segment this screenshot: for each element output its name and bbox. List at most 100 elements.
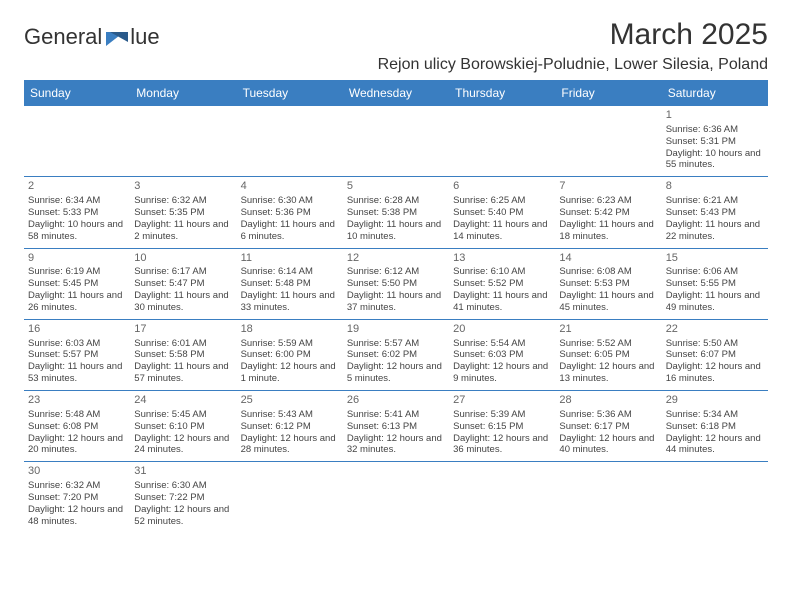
day-number: 23 [28,394,126,408]
day-number: 4 [241,180,339,194]
daylight-text: Daylight: 11 hours and 33 minutes. [241,290,339,314]
daylight-text: Daylight: 12 hours and 28 minutes. [241,433,339,457]
sunset-text: Sunset: 6:05 PM [559,349,657,361]
sunset-text: Sunset: 6:17 PM [559,421,657,433]
day-cell: 20Sunrise: 5:54 AMSunset: 6:03 PMDayligh… [449,319,555,390]
sunset-text: Sunset: 5:47 PM [134,278,232,290]
location-subtitle: Rejon ulicy Borowskiej-Poludnie, Lower S… [378,56,768,74]
sunrise-text: Sunrise: 5:48 AM [28,409,126,421]
day-cell: 16Sunrise: 6:03 AMSunset: 5:57 PMDayligh… [24,319,130,390]
day-cell: 15Sunrise: 6:06 AMSunset: 5:55 PMDayligh… [662,248,768,319]
sunrise-text: Sunrise: 6:12 AM [347,266,445,278]
sunset-text: Sunset: 5:43 PM [666,207,764,219]
sunrise-text: Sunrise: 6:21 AM [666,195,764,207]
day-number: 9 [28,252,126,266]
empty-cell [343,462,449,533]
daylight-text: Daylight: 12 hours and 32 minutes. [347,433,445,457]
day-number: 8 [666,180,764,194]
sunset-text: Sunset: 6:10 PM [134,421,232,433]
calendar-row: 1Sunrise: 6:36 AMSunset: 5:31 PMDaylight… [24,106,768,177]
daylight-text: Daylight: 11 hours and 49 minutes. [666,290,764,314]
daylight-text: Daylight: 11 hours and 14 minutes. [453,219,551,243]
day-number: 28 [559,394,657,408]
sunrise-text: Sunrise: 6:34 AM [28,195,126,207]
day-cell: 27Sunrise: 5:39 AMSunset: 6:15 PMDayligh… [449,391,555,462]
empty-cell [343,106,449,177]
sunrise-text: Sunrise: 5:54 AM [453,338,551,350]
sunrise-text: Sunrise: 6:03 AM [28,338,126,350]
sunrise-text: Sunrise: 5:41 AM [347,409,445,421]
weekday-header-row: Sunday Monday Tuesday Wednesday Thursday… [24,80,768,106]
sunset-text: Sunset: 5:40 PM [453,207,551,219]
calendar-row: 2Sunrise: 6:34 AMSunset: 5:33 PMDaylight… [24,177,768,248]
daylight-text: Daylight: 11 hours and 45 minutes. [559,290,657,314]
col-tuesday: Tuesday [237,80,343,106]
sunrise-text: Sunrise: 6:10 AM [453,266,551,278]
day-cell: 13Sunrise: 6:10 AMSunset: 5:52 PMDayligh… [449,248,555,319]
day-number: 30 [28,465,126,479]
day-cell: 14Sunrise: 6:08 AMSunset: 5:53 PMDayligh… [555,248,661,319]
sunrise-text: Sunrise: 6:30 AM [241,195,339,207]
sunset-text: Sunset: 5:48 PM [241,278,339,290]
day-cell: 24Sunrise: 5:45 AMSunset: 6:10 PMDayligh… [130,391,236,462]
empty-cell [449,462,555,533]
day-number: 12 [347,252,445,266]
sunrise-text: Sunrise: 6:36 AM [666,124,764,136]
sunrise-text: Sunrise: 6:14 AM [241,266,339,278]
col-friday: Friday [555,80,661,106]
day-number: 26 [347,394,445,408]
sunrise-text: Sunrise: 6:17 AM [134,266,232,278]
sunrise-text: Sunrise: 6:08 AM [559,266,657,278]
col-thursday: Thursday [449,80,555,106]
calendar-row: 23Sunrise: 5:48 AMSunset: 6:08 PMDayligh… [24,391,768,462]
month-title: March 2025 [378,18,768,52]
sunrise-text: Sunrise: 6:01 AM [134,338,232,350]
daylight-text: Daylight: 12 hours and 36 minutes. [453,433,551,457]
day-cell: 3Sunrise: 6:32 AMSunset: 5:35 PMDaylight… [130,177,236,248]
day-number: 7 [559,180,657,194]
sunrise-text: Sunrise: 6:30 AM [134,480,232,492]
day-cell: 11Sunrise: 6:14 AMSunset: 5:48 PMDayligh… [237,248,343,319]
empty-cell [24,106,130,177]
sunset-text: Sunset: 7:20 PM [28,492,126,504]
day-cell: 7Sunrise: 6:23 AMSunset: 5:42 PMDaylight… [555,177,661,248]
empty-cell [130,106,236,177]
day-number: 10 [134,252,232,266]
day-number: 14 [559,252,657,266]
day-cell: 9Sunrise: 6:19 AMSunset: 5:45 PMDaylight… [24,248,130,319]
daylight-text: Daylight: 10 hours and 58 minutes. [28,219,126,243]
sunset-text: Sunset: 5:57 PM [28,349,126,361]
day-number: 29 [666,394,764,408]
sunset-text: Sunset: 6:00 PM [241,349,339,361]
col-wednesday: Wednesday [343,80,449,106]
sunrise-text: Sunrise: 5:57 AM [347,338,445,350]
calendar-row: 9Sunrise: 6:19 AMSunset: 5:45 PMDaylight… [24,248,768,319]
sunset-text: Sunset: 5:35 PM [134,207,232,219]
day-number: 2 [28,180,126,194]
day-cell: 28Sunrise: 5:36 AMSunset: 6:17 PMDayligh… [555,391,661,462]
day-number: 13 [453,252,551,266]
sunrise-text: Sunrise: 6:32 AM [134,195,232,207]
sunset-text: Sunset: 5:58 PM [134,349,232,361]
daylight-text: Daylight: 12 hours and 44 minutes. [666,433,764,457]
calendar-table: Sunday Monday Tuesday Wednesday Thursday… [24,80,768,533]
daylight-text: Daylight: 11 hours and 26 minutes. [28,290,126,314]
sunset-text: Sunset: 5:42 PM [559,207,657,219]
daylight-text: Daylight: 12 hours and 1 minute. [241,361,339,385]
logo: Generallue [24,18,160,50]
day-number: 31 [134,465,232,479]
sunset-text: Sunset: 5:53 PM [559,278,657,290]
day-number: 21 [559,323,657,337]
daylight-text: Daylight: 11 hours and 37 minutes. [347,290,445,314]
daylight-text: Daylight: 11 hours and 57 minutes. [134,361,232,385]
daylight-text: Daylight: 11 hours and 22 minutes. [666,219,764,243]
day-cell: 1Sunrise: 6:36 AMSunset: 5:31 PMDaylight… [662,106,768,177]
sunset-text: Sunset: 5:38 PM [347,207,445,219]
sunset-text: Sunset: 5:50 PM [347,278,445,290]
col-sunday: Sunday [24,80,130,106]
sunset-text: Sunset: 5:52 PM [453,278,551,290]
sunset-text: Sunset: 6:12 PM [241,421,339,433]
sunrise-text: Sunrise: 5:36 AM [559,409,657,421]
day-cell: 5Sunrise: 6:28 AMSunset: 5:38 PMDaylight… [343,177,449,248]
daylight-text: Daylight: 11 hours and 41 minutes. [453,290,551,314]
